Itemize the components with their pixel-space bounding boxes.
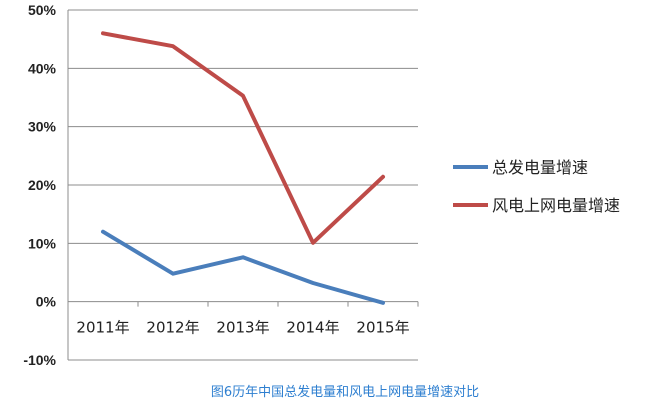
y-tick-label: 20% <box>28 177 57 193</box>
y-axis-ticks: -10% 0% 10% 20% 30% 40% 50% <box>23 2 56 368</box>
legend-label: 风电上网电量增速 <box>492 196 620 215</box>
x-tick-label: 2014年 <box>286 319 339 337</box>
x-tick-label: 2015年 <box>356 319 409 337</box>
gridlines <box>68 9 418 361</box>
x-axis-ticks: 2011年 2012年 2013年 2014年 2015年 <box>76 319 409 337</box>
y-tick-label: 40% <box>28 60 57 76</box>
chart-caption: 图6历年中国总发电量和风电上网电量增速对比 <box>211 384 479 400</box>
legend-label: 总发电量增速 <box>492 158 588 177</box>
y-tick-label: -10% <box>23 352 56 368</box>
x-tick-label: 2011年 <box>76 319 129 337</box>
x-tick-label: 2013年 <box>216 319 269 337</box>
series-line-2 <box>101 31 385 245</box>
series-line-1 <box>101 229 385 305</box>
axes <box>67 10 419 360</box>
y-tick-label: 10% <box>28 235 57 251</box>
x-tick-label: 2012年 <box>146 319 199 337</box>
y-tick-label: 0% <box>36 294 57 310</box>
y-tick-label: 50% <box>28 2 57 18</box>
series-lines <box>101 31 385 305</box>
y-tick-label: 30% <box>28 119 57 135</box>
